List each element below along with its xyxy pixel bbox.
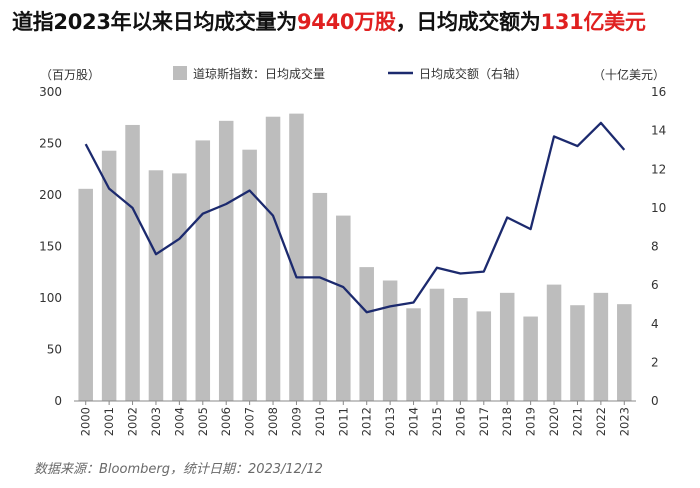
right-tick-label: 4: [651, 317, 659, 331]
bar-2007: [242, 149, 257, 401]
left-tick-label: 150: [39, 240, 62, 254]
x-tick-label-2020: 2020: [547, 407, 561, 436]
right-tick-label: 8: [651, 240, 659, 254]
right-tick-label: 16: [651, 85, 666, 99]
title-amount-highlight: 131亿美元: [540, 10, 646, 34]
bar-2005: [195, 140, 211, 401]
bar-2011: [336, 215, 351, 401]
bar-2019: [523, 316, 538, 401]
x-tick-label-2011: 2011: [336, 407, 350, 436]
bar-2013: [382, 280, 398, 401]
right-tick-label: 2: [651, 355, 659, 369]
bar-2023: [617, 304, 632, 401]
x-tick-label-2015: 2015: [430, 407, 444, 436]
bar-2021: [570, 305, 585, 401]
left-tick-label: 250: [39, 137, 62, 151]
x-tick-label-2008: 2008: [266, 407, 280, 436]
x-tick-label-2017: 2017: [477, 407, 491, 436]
x-tick-label-2003: 2003: [149, 407, 163, 436]
bar-2022: [593, 292, 609, 401]
x-tick-label-2023: 2023: [617, 407, 631, 436]
x-tick-label-2000: 2000: [79, 407, 93, 436]
bar-2004: [172, 173, 187, 401]
right-tick-label: 10: [651, 201, 666, 215]
x-tick-label-2010: 2010: [313, 407, 327, 436]
left-tick-label: 100: [39, 291, 62, 305]
bar-2010: [312, 192, 328, 401]
bar-2012: [359, 267, 374, 401]
x-tick-label-2013: 2013: [383, 407, 397, 436]
bar-2017: [476, 311, 492, 401]
legend: 道琼斯指数：日均成交量 日均成交额（右轴）: [173, 66, 527, 81]
bar-2000: [78, 188, 93, 401]
x-tick-label-2016: 2016: [453, 407, 467, 436]
x-tick-label-2007: 2007: [243, 407, 257, 436]
title-part3: ，日均成交额为: [395, 10, 541, 34]
right-tick-label: 14: [651, 124, 666, 138]
chart-title: 道指2023年以来日均成交量为9440万股，日均成交额为131亿美元: [12, 6, 646, 36]
legend-bar-swatch: [173, 66, 187, 80]
x-tick-label-2001: 2001: [102, 407, 116, 436]
x-tick-label-2006: 2006: [219, 407, 233, 436]
x-tick-label-2021: 2021: [570, 407, 584, 436]
title-volume-highlight: 9440万股: [296, 10, 396, 34]
x-tick-label-2012: 2012: [360, 407, 374, 436]
plot-area: 2000 2001 2002 2003 2004 2005 2006 2007 2008 2009…: [39, 85, 666, 436]
right-tick-label: 0: [651, 394, 659, 408]
left-tick-label: 50: [47, 343, 62, 357]
x-tick-label-2018: 2018: [500, 407, 514, 436]
bar-2006: [218, 120, 234, 401]
left-tick-label: 200: [39, 188, 62, 202]
data-source-note: 数据来源：Bloomberg，统计日期：2023/12/12: [34, 462, 323, 477]
bar-2014: [406, 308, 421, 401]
bar-2002: [125, 124, 140, 402]
x-tick-label-2022: 2022: [594, 407, 608, 436]
x-tick-label-2002: 2002: [126, 407, 140, 436]
left-axis-unit: （百万股）: [40, 68, 100, 82]
bar-2008: [265, 116, 281, 401]
daily-turnover-line: [84, 121, 626, 314]
bar-2018: [499, 292, 515, 401]
legend-bar-label: 道琼斯指数：日均成交量: [193, 66, 325, 81]
bar-2015: [429, 288, 445, 401]
left-tick-label: 300: [39, 85, 62, 99]
bar-2003: [148, 170, 164, 401]
x-tick-label-2014: 2014: [407, 407, 421, 436]
x-tick-label-2009: 2009: [289, 407, 303, 436]
x-tick-label-2019: 2019: [524, 407, 538, 436]
legend-line-label: 日均成交额（右轴）: [419, 66, 527, 81]
right-tick-label: 12: [651, 162, 666, 176]
bar-2020: [546, 284, 562, 401]
x-tick-label-2005: 2005: [196, 407, 210, 436]
x-tick-label-2004: 2004: [172, 407, 186, 436]
bar-2009: [289, 113, 304, 401]
title-part1: 道指2023年以来日均成交量为: [12, 10, 297, 34]
right-tick-label: 6: [651, 278, 659, 292]
bar-2001: [101, 150, 117, 401]
left-tick-label: 0: [54, 394, 62, 408]
bar-2016: [453, 298, 468, 401]
right-axis-unit: （十亿美元）: [593, 67, 665, 82]
